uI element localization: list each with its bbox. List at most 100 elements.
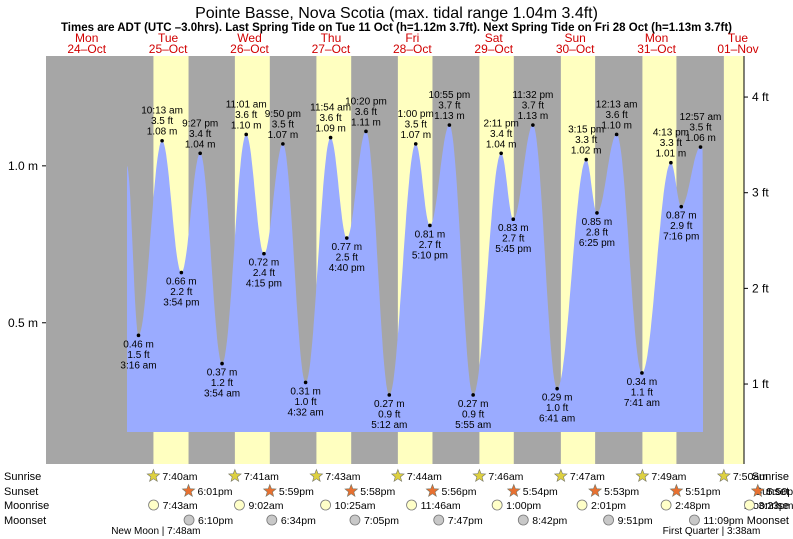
tide-label-time-0: 3:16 am (120, 360, 156, 371)
tide-label-ft-3: 3.4 ft (189, 129, 211, 140)
moonset-time-4: 8:42pm (532, 515, 567, 527)
tide-label-time-18: 5:45 pm (495, 244, 531, 255)
tide-label-time-22: 6:25 pm (579, 238, 615, 249)
tide-point-25 (669, 160, 673, 165)
moonset-icon-5 (603, 514, 614, 526)
tide-label-ft-22: 2.8 ft (586, 227, 608, 238)
tide-label-ft-1: 3.5 ft (151, 116, 173, 127)
sunset-icon-4 (506, 483, 521, 497)
tide-label-ft-4: 1.2 ft (211, 378, 233, 389)
tide-label-m-10: 0.77 m (331, 242, 362, 253)
day-name-4: Fri (405, 31, 419, 45)
tide-label-m-4: 0.37 m (207, 368, 238, 379)
tide-label-ft-11: 3.6 ft (355, 107, 377, 118)
sunrise-time-1: 7:41am (244, 471, 279, 483)
tide-label-time-9: 11:54 am (310, 103, 351, 114)
moonset-icon-2 (349, 514, 361, 526)
right-axis-tick-0: 1 ft (752, 377, 769, 391)
moonrise-time-6: 2:48pm (675, 500, 710, 512)
tide-label-time-11: 10:20 pm (345, 96, 387, 107)
tide-label-m-14: 0.81 m (415, 229, 446, 240)
sunrise-icon-6 (635, 468, 650, 482)
tide-label-ft-27: 3.5 ft (689, 123, 711, 134)
chart-subtitle: Times are ADT (UTC –3.0hrs). Last Spring… (61, 22, 732, 34)
tide-label-ft-0: 1.5 ft (127, 350, 149, 361)
sunrise-time-0: 7:40am (162, 471, 197, 483)
tide-label-time-20: 6:41 am (539, 414, 575, 425)
tide-label-time-12: 5:12 am (371, 420, 407, 431)
tide-label-time-6: 4:15 pm (246, 279, 282, 290)
tide-point-8 (303, 380, 308, 385)
daylight-band-7 (723, 56, 738, 464)
tide-point-10 (344, 236, 349, 240)
row-label-right-moonrise: Moonrise (744, 500, 789, 512)
sunset-time-1: 5:59pm (279, 486, 314, 498)
sunset-icon-7 (750, 483, 765, 497)
tide-label-m-19: 1.13 m (518, 111, 549, 122)
tide-label-m-2: 0.66 m (166, 277, 197, 288)
moonset-icon-6 (689, 514, 700, 526)
row-label-left-sunset: Sunset (4, 486, 38, 498)
tide-label-time-2: 3:54 pm (163, 298, 199, 309)
day-name-0: Mon (75, 31, 98, 45)
moonrise-time-4: 1:00pm (506, 500, 541, 512)
tide-label-m-5: 1.10 m (231, 120, 262, 131)
tide-label-ft-7: 3.5 ft (272, 119, 294, 130)
tide-label-m-12: 0.27 m (374, 399, 405, 410)
sunset-icon-2 (344, 483, 359, 497)
tide-label-time-25: 4:13 pm (653, 128, 689, 139)
row-label-right-moonset: Moonset (747, 515, 789, 527)
tide-point-23 (614, 132, 619, 137)
tide-label-time-23: 12:13 am (596, 99, 638, 110)
moonset-time-0: 6:10pm (198, 515, 233, 527)
tide-label-time-5: 11:01 am (226, 99, 267, 110)
tide-label-ft-6: 2.4 ft (253, 268, 275, 279)
tide-label-ft-9: 3.6 ft (319, 113, 341, 124)
tide-label-ft-23: 3.6 ft (606, 110, 628, 121)
tide-point-12 (387, 393, 392, 397)
tide-point-5 (244, 132, 249, 137)
tide-point-19 (531, 123, 535, 127)
day-name-2: Wed (237, 31, 261, 45)
tide-label-time-19: 11:32 pm (512, 90, 553, 101)
sunset-time-2: 5:58pm (360, 486, 395, 498)
tide-label-m-22: 0.85 m (582, 217, 613, 228)
tide-label-m-15: 1.13 m (434, 111, 465, 122)
tide-label-m-0: 0.46 m (123, 339, 154, 350)
tide-label-m-6: 0.72 m (249, 258, 280, 269)
tide-label-m-3: 1.04 m (185, 139, 216, 150)
sunset-time-0: 6:01pm (198, 486, 233, 498)
tide-label-time-16: 5:55 am (455, 420, 491, 431)
right-axis-tick-1: 2 ft (752, 281, 769, 295)
tide-point-14 (428, 223, 432, 228)
tide-label-ft-24: 1.1 ft (631, 387, 653, 398)
moonrise-icon-4 (491, 499, 503, 511)
tide-label-m-27: 1.06 m (685, 133, 716, 144)
moonset-time-1: 6:34pm (281, 515, 316, 527)
tide-label-m-23: 1.10 m (601, 120, 632, 131)
moonset-icon-1 (266, 514, 278, 526)
tide-point-20 (555, 386, 559, 391)
chart-title: Pointe Basse, Nova Scotia (max. tidal ra… (195, 5, 598, 22)
day-date-5: 29–Oct (474, 42, 513, 56)
row-label-left-moonset: Moonset (4, 515, 46, 527)
tide-label-time-27: 12:57 am (680, 112, 722, 123)
tide-label-time-15: 10:55 pm (429, 90, 471, 101)
tide-point-24 (640, 371, 644, 375)
tide-label-m-13: 1.07 m (400, 130, 431, 141)
moon-phase-0: New Moon | 7:48am (111, 526, 200, 537)
left-axis-tick-1: 1.0 m (8, 159, 38, 173)
tide-label-time-21: 3:15 pm (568, 125, 604, 136)
moonrise-icon-1 (234, 499, 245, 511)
moonset-icon-3 (433, 514, 445, 526)
sunset-icon-1 (262, 483, 277, 497)
day-name-8: Tue (728, 31, 749, 45)
moonset-icon-4 (517, 514, 529, 526)
moonrise-time-5: 2:01pm (591, 500, 626, 512)
sunrise-icon-2 (309, 468, 324, 482)
moonrise-time-2: 10:25am (335, 500, 376, 512)
tide-label-time-3: 9:27 pm (182, 118, 218, 129)
right-axis-tick-2: 3 ft (752, 186, 769, 200)
tide-label-time-4: 3:54 am (204, 389, 240, 400)
tide-point-22 (595, 211, 599, 215)
